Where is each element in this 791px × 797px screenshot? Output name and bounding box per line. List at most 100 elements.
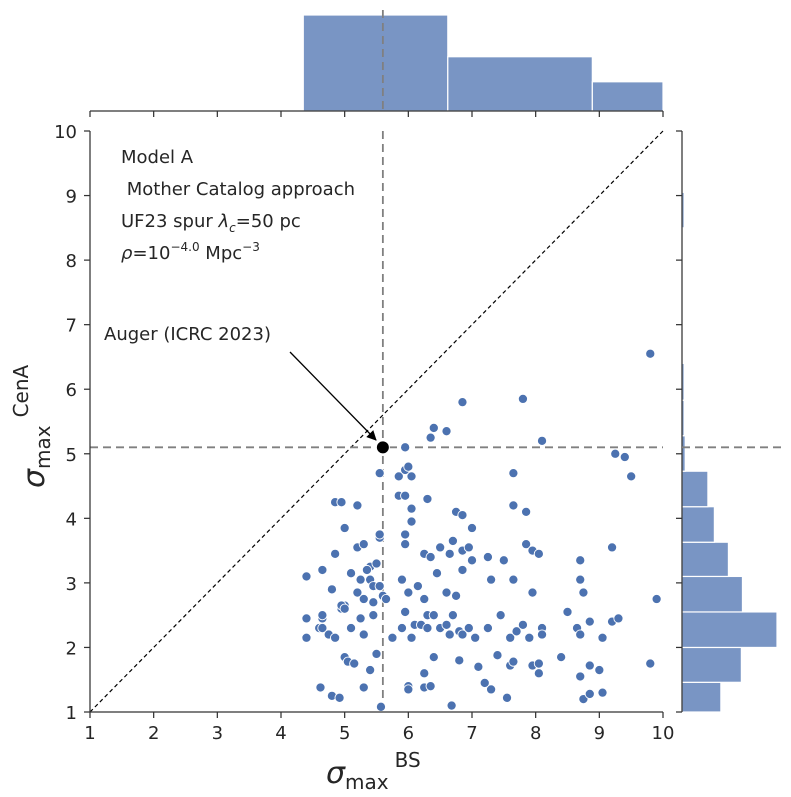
data-point <box>556 652 567 663</box>
data-point <box>431 568 443 579</box>
data-point <box>352 500 363 511</box>
data-point <box>521 539 532 550</box>
data-point <box>463 623 474 634</box>
data-point <box>355 613 366 624</box>
data-point <box>425 432 436 443</box>
data-point <box>524 632 535 643</box>
data-point <box>380 593 392 605</box>
data-point <box>334 692 345 703</box>
data-point <box>428 422 439 434</box>
y-tick-label: 10 <box>54 122 77 143</box>
data-point <box>447 610 458 621</box>
data-point <box>358 629 369 640</box>
data-point <box>508 656 519 667</box>
data-point <box>457 510 468 521</box>
y-axis-label: σmax CenA <box>9 364 55 488</box>
data-point <box>446 700 457 711</box>
y-tick-label: 9 <box>66 187 77 208</box>
y-histogram-bar <box>681 506 715 543</box>
data-point <box>651 593 662 605</box>
data-point <box>508 500 519 511</box>
lambda-symbol: λ <box>218 211 230 232</box>
y-label-superscript: CenA <box>9 364 33 417</box>
data-point <box>361 564 373 576</box>
density-unit: Mpc <box>200 243 243 264</box>
y-histogram-bar <box>681 470 709 508</box>
x-histogram-bar <box>591 81 664 112</box>
data-point <box>533 658 544 669</box>
x-tick-label: 7 <box>466 723 477 744</box>
data-point <box>396 623 408 634</box>
data-point <box>317 564 328 576</box>
data-point <box>441 619 452 630</box>
data-point <box>597 687 608 698</box>
unit-exponent: −3 <box>242 240 260 254</box>
auger-point <box>375 440 390 455</box>
auger-label: Auger (ICRC 2023) <box>104 324 271 345</box>
data-point <box>575 671 586 682</box>
y-tick-label: 4 <box>66 509 77 530</box>
data-point <box>473 661 484 672</box>
info-line-3-prefix: UF23 spur <box>121 211 219 232</box>
x-axis-ticks: 1 2 3 4 5 6 7 8 9 10 <box>84 712 674 744</box>
data-point <box>533 668 544 679</box>
data-point <box>406 471 417 482</box>
y-marginal-ticks <box>676 130 682 713</box>
data-point <box>466 555 478 566</box>
data-point <box>345 623 357 634</box>
y-marginal-histogram <box>681 156 778 713</box>
data-point <box>562 606 573 617</box>
data-point <box>517 393 528 404</box>
x-tick-label: 5 <box>339 723 350 744</box>
data-point <box>336 497 347 508</box>
data-point <box>358 682 369 693</box>
data-point <box>374 529 385 540</box>
data-point <box>428 652 439 663</box>
data-point <box>352 587 363 598</box>
data-point <box>301 632 312 643</box>
data-point <box>584 616 595 627</box>
data-point <box>428 610 439 621</box>
data-point <box>645 348 656 359</box>
data-point <box>594 664 605 676</box>
info-line-3-suffix: =50 pc <box>236 211 301 232</box>
data-point <box>466 522 478 534</box>
data-point <box>447 535 458 546</box>
data-point <box>400 490 411 501</box>
data-point <box>578 587 589 598</box>
x-tick-label: 9 <box>594 723 605 744</box>
data-point <box>339 603 350 614</box>
info-line-4: ρ=10−4.0 Mpc−3 <box>121 240 260 264</box>
data-point <box>619 451 630 463</box>
data-point <box>451 590 462 601</box>
y-histogram-bar <box>681 541 730 578</box>
data-point <box>317 623 328 634</box>
y-label-subscript: max <box>31 425 55 469</box>
data-point <box>607 542 618 553</box>
data-point <box>358 593 369 605</box>
data-point <box>406 516 417 527</box>
data-point <box>387 632 398 643</box>
data-point <box>505 632 516 643</box>
data-point <box>482 552 493 563</box>
y-tick-label: 7 <box>66 316 77 337</box>
auger-arrow <box>289 351 377 441</box>
y-label-symbol: σ <box>17 468 52 488</box>
data-point <box>358 539 369 550</box>
data-point <box>536 435 548 446</box>
data-point <box>645 658 656 669</box>
data-point <box>575 629 586 640</box>
data-point <box>400 529 411 540</box>
data-point <box>501 692 513 703</box>
x-label-superscript: BS <box>395 748 421 772</box>
data-point <box>412 581 423 592</box>
data-point <box>511 626 522 637</box>
data-point <box>339 522 350 534</box>
data-point <box>454 655 465 666</box>
data-point <box>315 682 326 693</box>
data-point <box>482 623 493 634</box>
y-histogram-bar <box>681 575 744 613</box>
data-point <box>422 623 433 634</box>
data-point <box>371 558 382 569</box>
data-point <box>375 701 387 712</box>
